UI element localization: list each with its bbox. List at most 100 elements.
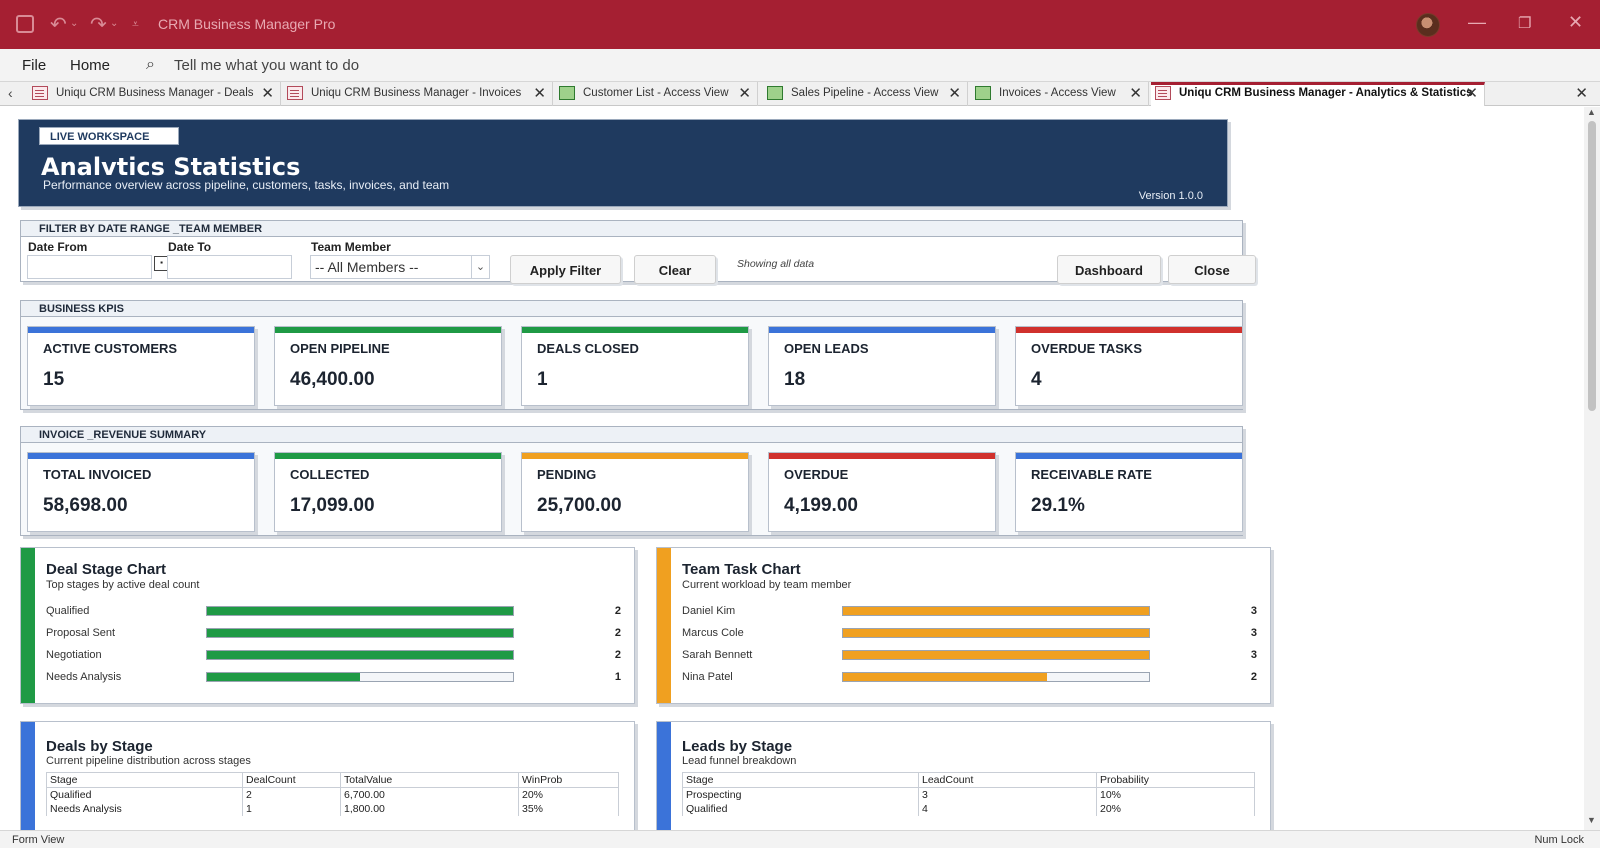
scroll-up-icon[interactable]: ▲ [1587, 107, 1596, 117]
table-cell[interactable]: Prospecting [682, 787, 919, 802]
table-header-row: Stage LeadCount Probability [682, 772, 1255, 788]
close-tab-icon[interactable]: ✕ [1465, 85, 1478, 102]
kpi-accent-bar [275, 327, 501, 333]
close-all-tabs-icon[interactable]: ✕ [1575, 85, 1588, 102]
kpi-card-total-invoiced: TOTAL INVOICED 58,698.00 [27, 452, 255, 532]
close-tab-icon[interactable]: ✕ [1129, 85, 1142, 102]
tab-customer-list[interactable]: Customer List - Access View ✕ [555, 82, 758, 106]
kpi-label: ACTIVE CUSTOMERS [43, 341, 178, 356]
tell-me-search[interactable]: Tell me what you want to do [174, 57, 360, 74]
kpi-label: COLLECTED [290, 467, 370, 482]
search-icon[interactable]: ⌕ [146, 56, 155, 73]
kpi-card-open-pipeline: OPEN PIPELINE 46,400.00 [274, 326, 502, 406]
date-to-input[interactable] [167, 255, 292, 279]
redo-dropdown-icon[interactable]: ⌄ [110, 18, 119, 29]
panel-subtitle: Lead funnel breakdown [682, 755, 797, 767]
table-cell[interactable]: 3 [918, 787, 1097, 802]
table-cell[interactable]: 10% [1096, 787, 1255, 802]
column-header[interactable]: DealCount [242, 772, 341, 788]
tab-invoices[interactable]: Uniqu CRM Business Manager - Invoices ✕ [283, 82, 553, 106]
section-title: BUSINESS KPIS [21, 301, 1242, 317]
column-header[interactable]: TotalValue [340, 772, 519, 788]
user-avatar[interactable] [1416, 13, 1440, 37]
form-area: LIVE WORKSPACE Analvtics Statistics Perf… [0, 107, 1584, 830]
close-tab-icon[interactable]: ✕ [261, 85, 274, 102]
document-tab-bar: ‹ Uniqu CRM Business Manager - Deals ✕ U… [0, 82, 1600, 106]
restore-icon[interactable]: ❐ [1518, 15, 1532, 32]
panel-accent-bar [21, 722, 35, 830]
table-header-row: Stage DealCount TotalValue WinProb [46, 772, 619, 788]
table-cell[interactable]: 20% [518, 787, 619, 802]
table-row[interactable]: Qualified 2 6,700.00 20% [46, 787, 619, 802]
bar-value: 3 [1250, 649, 1257, 661]
bar-value: 2 [1250, 671, 1257, 683]
table-cell[interactable]: 35% [518, 802, 619, 816]
undo-dropdown-icon[interactable]: ⌄ [70, 18, 79, 29]
team-member-select[interactable]: -- All Members -- ⌄ [310, 255, 490, 279]
bar-label: Needs Analysis [46, 671, 122, 683]
redo-icon[interactable]: ↷ [90, 14, 107, 36]
tab-sales-pipeline[interactable]: Sales Pipeline - Access View ✕ [763, 82, 968, 106]
table-cell[interactable]: 1 [242, 802, 341, 816]
close-button[interactable]: Close [1168, 255, 1256, 284]
table-row[interactable]: Prospecting 3 10% [682, 787, 1255, 802]
scroll-down-icon[interactable]: ▼ [1587, 815, 1596, 825]
bar-row: Needs Analysis 1 [46, 669, 621, 685]
scrollbar-thumb[interactable] [1588, 121, 1596, 411]
section-title: INVOICE _REVENUE SUMMARY [21, 427, 1242, 443]
column-header[interactable]: WinProb [518, 772, 619, 788]
tab-label: Invoices - Access View [999, 87, 1116, 99]
close-window-icon[interactable]: ✕ [1568, 12, 1584, 32]
table-cell[interactable]: 20% [1096, 802, 1255, 816]
kpi-accent-bar [769, 327, 995, 333]
tab-analytics[interactable]: Uniqu CRM Business Manager - Analytics &… [1151, 82, 1485, 106]
bar-row: Sarah Bennett 3 [682, 647, 1257, 663]
close-tab-icon[interactable]: ✕ [948, 85, 961, 102]
bar-label: Qualified [46, 605, 90, 617]
panel-accent-bar [657, 722, 671, 830]
table-row[interactable]: Qualified 4 20% [682, 802, 1255, 816]
apply-filter-button[interactable]: Apply Filter [510, 255, 621, 284]
column-header[interactable]: Stage [46, 772, 243, 788]
kpi-value: 4,199.00 [784, 495, 858, 516]
file-menu[interactable]: File [22, 57, 47, 74]
clear-button[interactable]: Clear [634, 255, 716, 284]
ribbon: File Home ⌕ Tell me what you want to do [0, 49, 1600, 82]
close-tab-icon[interactable]: ✕ [738, 85, 751, 102]
close-tab-icon[interactable]: ✕ [533, 85, 546, 102]
bar-fill [207, 651, 513, 659]
table-cell[interactable]: Qualified [46, 787, 243, 802]
date-from-input[interactable] [27, 255, 152, 279]
table-cell[interactable]: 6,700.00 [340, 787, 519, 802]
table-cell[interactable]: Qualified [682, 802, 919, 816]
team-member-label: Team Member [311, 240, 391, 254]
bar-track [206, 628, 514, 638]
table-row[interactable]: Needs Analysis 1 1,800.00 35% [46, 802, 619, 816]
undo-icon[interactable]: ↶ [50, 14, 67, 36]
column-header[interactable]: LeadCount [918, 772, 1097, 788]
kpi-accent-bar [1016, 453, 1242, 459]
tab-scroll-left-icon[interactable]: ‹ [8, 85, 13, 101]
chevron-down-icon[interactable]: ⌄ [471, 256, 489, 278]
kpi-card-overdue-tasks: OVERDUE TASKS 4 [1015, 326, 1243, 406]
section-title: FILTER BY DATE RANGE _TEAM MEMBER [21, 221, 1242, 237]
vertical-scrollbar[interactable]: ▲ ▼ [1584, 107, 1600, 830]
dashboard-button[interactable]: Dashboard [1057, 255, 1161, 284]
tab-invoices-view[interactable]: Invoices - Access View ✕ [971, 82, 1149, 106]
tab-deals[interactable]: Uniqu CRM Business Manager - Deals ✕ [28, 82, 281, 106]
kpi-accent-bar [522, 327, 748, 333]
table-cell[interactable]: 2 [242, 787, 341, 802]
column-header[interactable]: Stage [682, 772, 919, 788]
home-menu[interactable]: Home [70, 57, 111, 74]
minimize-icon[interactable]: — [1468, 12, 1486, 32]
column-header[interactable]: Probability [1096, 772, 1255, 788]
bar-row: Daniel Kim 3 [682, 603, 1257, 619]
bar-fill [843, 673, 1047, 681]
customize-toolbar-icon[interactable]: ⩡ [132, 17, 139, 31]
table-cell[interactable]: 4 [918, 802, 1097, 816]
table-cell[interactable]: 1,800.00 [340, 802, 519, 816]
kpi-value: 1 [537, 369, 548, 390]
page-title: Analvtics Statistics [41, 153, 301, 181]
table-cell[interactable]: Needs Analysis [46, 802, 243, 816]
kpi-value: 29.1% [1031, 495, 1085, 516]
